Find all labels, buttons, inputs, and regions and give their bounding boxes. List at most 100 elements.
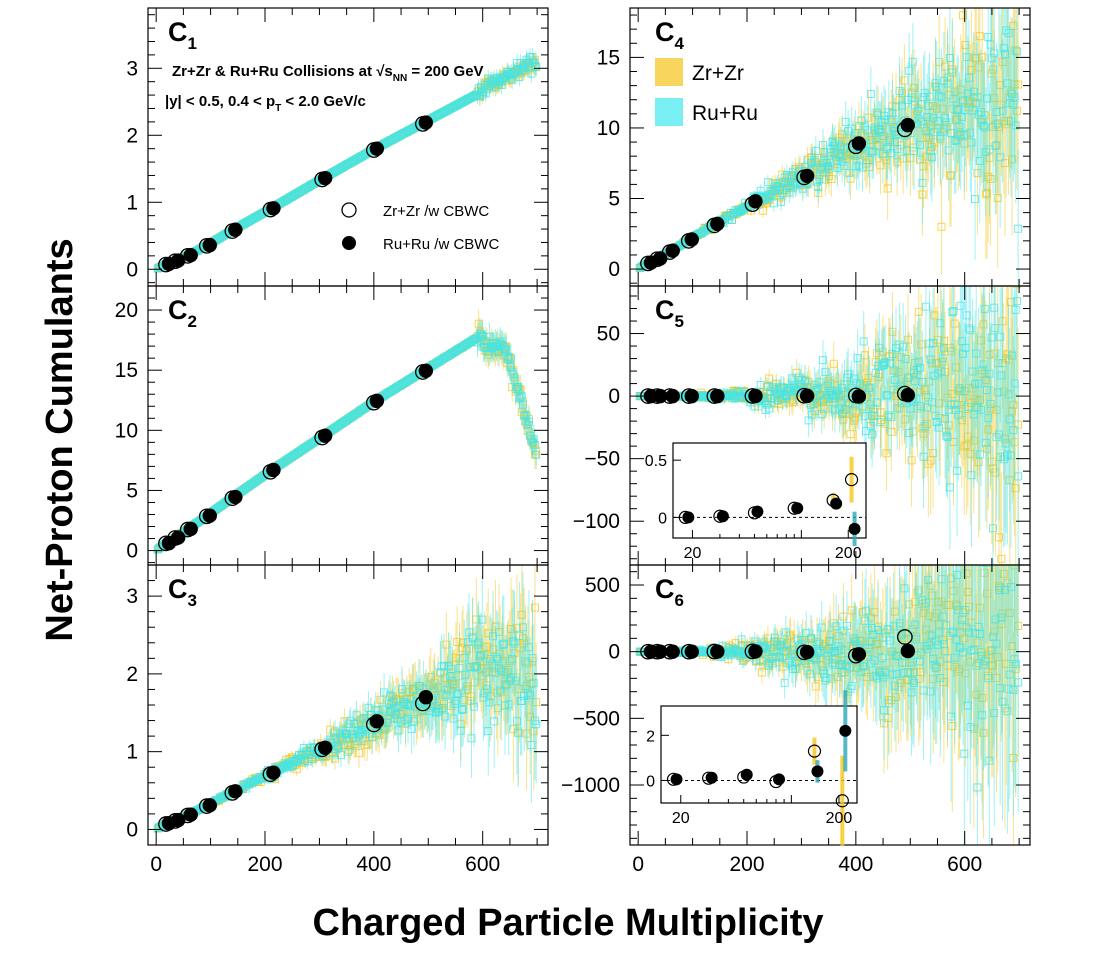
plot-area (153, 565, 541, 833)
band-point (530, 61, 539, 70)
zrzr-cbwc-point (314, 171, 330, 188)
y-tick-label: 2 (126, 663, 138, 686)
band-point (846, 174, 855, 183)
band-point (509, 637, 518, 646)
band-point (490, 717, 499, 726)
ruru-cbwc-point (202, 508, 217, 523)
band-point (986, 174, 995, 183)
y-tick-label: 20 (115, 299, 138, 322)
zrzr-cbwc-point (262, 766, 279, 783)
band-point (467, 734, 476, 743)
band-point (461, 670, 470, 679)
band-point (763, 178, 772, 187)
zrzr-cbwc-point (414, 695, 431, 712)
band-point (522, 411, 531, 420)
ruru-cbwc-point (202, 237, 217, 253)
band-point (342, 730, 351, 739)
x-tick-label: 600 (465, 853, 500, 876)
band-point (777, 197, 786, 206)
band-point (441, 712, 450, 721)
zrzr-cbwc-point (366, 142, 382, 158)
band-point (532, 720, 541, 729)
zrzr-cbwc-point (314, 741, 330, 758)
band-point (390, 703, 399, 712)
ruru-cbwc-point (183, 521, 198, 537)
band-point (523, 420, 532, 429)
zrzr-cbwc-point (198, 237, 215, 254)
band-point (456, 726, 465, 735)
band-point (993, 194, 1002, 203)
zrzr-cbwc-point (224, 223, 241, 239)
panel-label-base: C (168, 295, 188, 325)
zrzr-cbwc-point (366, 716, 382, 733)
zrzr-cbwc-point (366, 394, 382, 411)
per-multiplicity-band (153, 565, 541, 833)
band-point (455, 663, 464, 672)
band-point (518, 623, 527, 632)
zrzr-cbwc-point (314, 429, 330, 446)
zrzr-cbwc-point (224, 785, 241, 801)
band-point (937, 222, 946, 231)
zrzr-cbwc-point (158, 535, 174, 552)
ruru-cbwc-point (171, 812, 186, 828)
band-point (504, 352, 513, 361)
zrzr-cbwc-point (179, 248, 196, 264)
band-point (508, 367, 517, 376)
zrzr-cbwc-point (167, 530, 184, 546)
band-point (975, 32, 984, 41)
y-tick-label: 0 (126, 540, 138, 563)
x-tick-label: 200 (247, 853, 282, 876)
y-tick-label: 5 (126, 479, 138, 502)
band-point (530, 440, 539, 449)
band-point (345, 719, 354, 728)
y-tick-label: 15 (115, 359, 138, 382)
zrzr-cbwc-point (179, 521, 196, 538)
x-axis-title: Charged Particle Multiplicity (313, 902, 824, 944)
band-point (360, 726, 369, 735)
band-point (532, 62, 541, 71)
band-point (783, 171, 792, 180)
zrzr-cbwc-point (262, 463, 279, 480)
per-multiplicity-band (635, 8, 1023, 286)
plot-area (635, 8, 1023, 286)
ruru-cbwc-point (171, 530, 186, 545)
zrzr-cbwc-point (224, 490, 241, 507)
y-tick-label: 3 (126, 57, 138, 80)
band-point (506, 354, 515, 363)
band-point (756, 186, 765, 195)
panel-label-sub: 2 (188, 312, 197, 331)
zrzr-cbwc-point (198, 798, 215, 814)
y-axis-title: Net-Proton Cumulants (39, 238, 81, 641)
ruru-cbwc-point (202, 798, 217, 813)
band-point (530, 603, 539, 612)
band-point (453, 638, 462, 647)
band-point (432, 708, 441, 717)
y-tick-label: 0 (126, 258, 138, 281)
x-tick-label: 0 (150, 853, 162, 876)
x-tick-label: 400 (356, 853, 391, 876)
y-tick-label: 10 (115, 419, 138, 442)
band-point (517, 392, 526, 401)
band-point (330, 727, 339, 736)
panel-label: C3 (168, 574, 197, 610)
band-point (433, 705, 442, 714)
band-point (510, 639, 519, 648)
ruru-cbwc-point (369, 714, 385, 729)
panel-label-base: C (168, 17, 188, 47)
y-tick-label: 3 (126, 585, 138, 608)
zrzr-cbwc-point (179, 807, 196, 824)
band-point (532, 450, 541, 459)
band-point (484, 727, 493, 736)
band-point (529, 435, 538, 444)
y-tick-label: 0 (126, 818, 138, 841)
panel-label-sub: 3 (188, 591, 197, 610)
zrzr-cbwc-point (414, 364, 431, 380)
band-point (363, 740, 372, 749)
zrzr-cbwc-point (262, 201, 279, 218)
band-point (394, 726, 403, 735)
band-point (485, 698, 494, 707)
band-point (524, 417, 533, 426)
